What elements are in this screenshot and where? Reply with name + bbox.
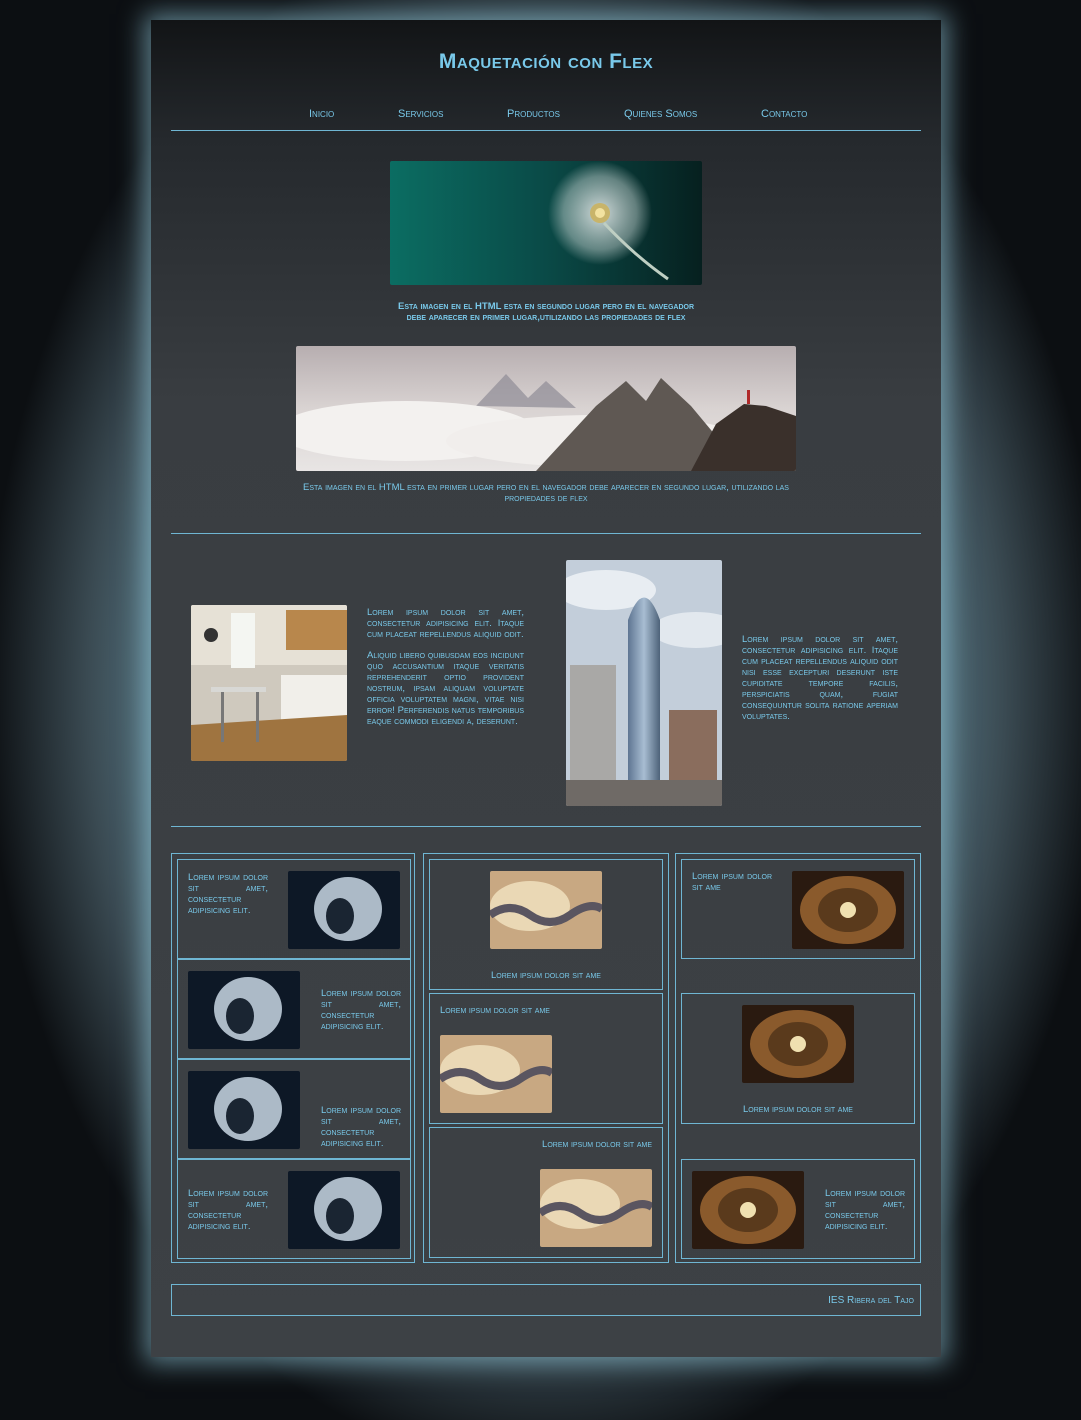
card-text: Lorem ipsum dolor sit amet, consectetur … xyxy=(321,1105,401,1149)
gallery-card: Lorem ipsum dolor sit amet, consectetur … xyxy=(177,959,411,1059)
twisted-metal-image xyxy=(440,1035,552,1113)
gallery-card: Lorem ipsum dolor sit ame xyxy=(429,993,663,1124)
page-container: Maquetación con Flex Inicio Servicios Pr… xyxy=(151,20,941,1357)
footer: IES Ribera del Tajo xyxy=(171,1284,921,1316)
card-text: Lorem ipsum dolor sit amet, consectetur … xyxy=(825,1188,905,1232)
gallery-column-2: Lorem ipsum dolor sit ame Lorem ipsum do… xyxy=(423,853,669,1263)
nav-servicios[interactable]: Servicios xyxy=(398,108,444,120)
nav-divider xyxy=(171,130,921,131)
nav-contacto[interactable]: Contacto xyxy=(761,108,808,120)
article-right-text: Lorem ipsum dolor sit amet, consectetur … xyxy=(742,634,898,732)
article-left-p1: Lorem ipsum dolor sit amet, consectetur … xyxy=(367,607,524,640)
mountain-image xyxy=(296,346,796,471)
article-left-text: Lorem ipsum dolor sit amet, consectetur … xyxy=(367,607,524,737)
smoke-hand-image xyxy=(188,1071,300,1149)
tunnel-image xyxy=(692,1171,804,1249)
gallery-column-1: Lorem ipsum dolor sit amet, consectetur … xyxy=(171,853,415,1263)
smoke-hand-image xyxy=(288,871,400,949)
article-right-p1: Lorem ipsum dolor sit amet, consectetur … xyxy=(742,634,898,722)
card-text: Lorem ipsum dolor sit amet, consectetur … xyxy=(188,1188,268,1232)
kitchen-image xyxy=(191,605,347,761)
card-text: Lorem ipsum dolor sit amet, consectetur … xyxy=(188,872,268,916)
card-text: Lorem ipsum dolor sit ame xyxy=(491,970,601,981)
card-text: Lorem ipsum dolor sit ame xyxy=(743,1104,853,1115)
card-text: Lorem ipsum dolor sit amet, consectetur … xyxy=(321,988,401,1032)
article-left-p2: Aliquid libero quibusdam eos incidunt qu… xyxy=(367,650,524,727)
footer-text: IES Ribera del Tajo xyxy=(828,1295,914,1306)
nav-inicio[interactable]: Inicio xyxy=(309,108,335,120)
dandelion-caption: Esta imagen en el HTML esta en segundo l… xyxy=(397,301,694,323)
mountain-caption: Esta imagen en el HTML esta en primer lu… xyxy=(303,482,789,504)
twisted-metal-image xyxy=(490,871,602,949)
gallery-card: Lorem ipsum dolor sit ame xyxy=(681,993,915,1124)
site-title: Maquetación con Flex xyxy=(438,50,654,73)
card-text: Lorem ipsum dolor sit ame xyxy=(440,1005,550,1016)
gallery-card: Lorem ipsum dolor sit ame xyxy=(429,859,663,990)
gallery-card: Lorem ipsum dolor sit ame xyxy=(681,859,915,959)
skyscraper-image xyxy=(566,560,722,806)
dandelion-image xyxy=(390,161,702,285)
gallery-card: Lorem ipsum dolor sit amet, consectetur … xyxy=(177,859,411,959)
gallery-card: Lorem ipsum dolor sit ame xyxy=(429,1127,663,1258)
gallery-column-3: Lorem ipsum dolor sit ame Lorem ipsum do… xyxy=(675,853,921,1263)
gallery-card: Lorem ipsum dolor sit amet, consectetur … xyxy=(177,1059,411,1159)
tunnel-image xyxy=(742,1005,854,1083)
twisted-metal-image xyxy=(540,1169,652,1247)
section-divider-2 xyxy=(171,826,921,827)
gallery-card: Lorem ipsum dolor sit amet, consectetur … xyxy=(177,1159,411,1259)
nav-quienes-somos[interactable]: Quienes Somos xyxy=(624,108,698,120)
section-divider-1 xyxy=(171,533,921,534)
card-text: Lorem ipsum dolor sit ame xyxy=(692,871,772,893)
nav-productos[interactable]: Productos xyxy=(507,108,560,120)
smoke-hand-image xyxy=(188,971,300,1049)
gallery-card: Lorem ipsum dolor sit amet, consectetur … xyxy=(681,1159,915,1259)
tunnel-image xyxy=(792,871,904,949)
smoke-hand-image xyxy=(288,1171,400,1249)
card-text: Lorem ipsum dolor sit ame xyxy=(542,1139,652,1150)
